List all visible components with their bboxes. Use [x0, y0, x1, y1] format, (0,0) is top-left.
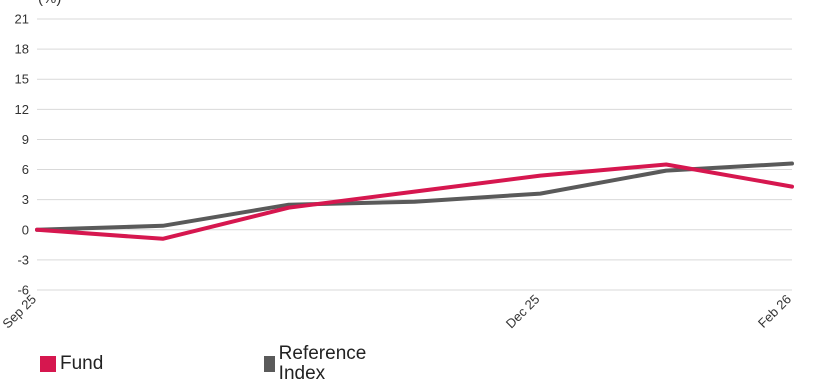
y-tick-label: 12 [15, 102, 29, 117]
legend-item-fund[interactable]: Fund [40, 354, 103, 374]
y-tick-label: 6 [22, 162, 29, 177]
y-axis-title: (%) [38, 0, 61, 7]
x-tick-label: Feb 26 [755, 292, 794, 331]
legend-swatch-fund [40, 356, 56, 372]
legend: Fund Reference Index [40, 344, 366, 384]
y-tick-label: 15 [15, 72, 29, 87]
y-tick-label: 18 [15, 42, 29, 57]
legend-item-reference-index[interactable]: Reference Index [264, 344, 372, 384]
y-tick-label: 21 [15, 12, 29, 27]
x-tick-label: Dec 25 [503, 292, 543, 332]
series-line-reference-index[interactable] [35, 161, 794, 232]
y-tick-label: 9 [22, 132, 29, 147]
y-tick-label: -3 [17, 252, 29, 267]
series-line-fund[interactable] [35, 162, 794, 241]
series-lines [35, 161, 794, 241]
y-tick-label: 0 [22, 222, 29, 237]
legend-label-reference-index: Reference Index [278, 343, 367, 384]
legend-label-fund: Fund [60, 353, 104, 374]
gridlines [37, 18, 792, 291]
y-axis-ticks: 21 18 15 12 9 6 3 0 -3 -6 [15, 12, 29, 298]
legend-swatch-reference-index [264, 356, 275, 372]
y-tick-label: 3 [22, 192, 29, 207]
y-tick-label: -6 [17, 283, 29, 298]
x-axis-ticks: Sep 25 Dec 25 Feb 26 [0, 292, 794, 332]
